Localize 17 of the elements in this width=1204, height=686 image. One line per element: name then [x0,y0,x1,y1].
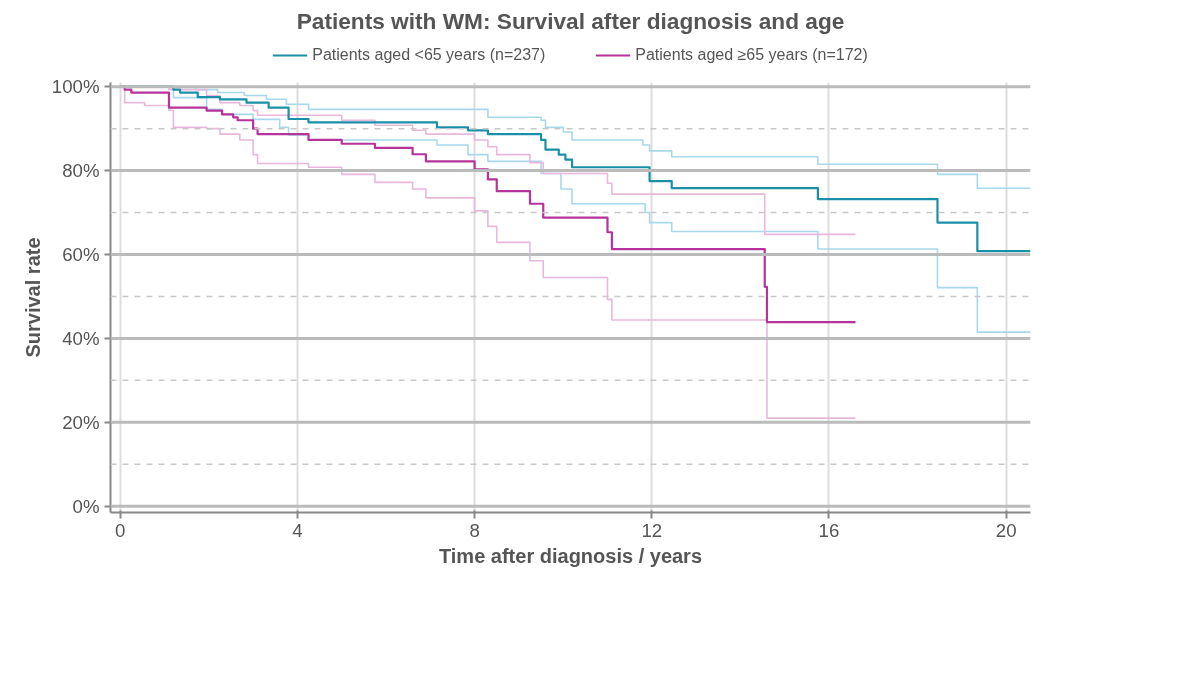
y-tick-label: 0% [72,495,100,517]
y-tick-label: 40% [62,327,100,349]
y-tick-label: 60% [62,244,100,265]
x-tick-label: 16 [818,519,840,541]
legend-label: Patients aged ≥65 years (n=172) [635,46,868,64]
x-tick-label: 8 [469,519,480,541]
y-tick-label: 20% [62,411,100,433]
x-tick-label: 12 [641,519,663,541]
x-tick-label: 4 [292,519,303,541]
legend-label: Patients aged <65 years (n=237) [312,46,546,64]
x-tick-label: 20 [995,519,1017,541]
y-axis-title: Survival rate [21,237,44,358]
x-tick-label: 0 [115,519,126,541]
y-tick-label: 100% [51,76,100,98]
x-axis-title: Time after diagnosis / years [438,544,703,567]
y-tick-label: 80% [62,160,100,182]
chart-title: Patients with WM: Survival after diagnosis and age [296,7,845,34]
